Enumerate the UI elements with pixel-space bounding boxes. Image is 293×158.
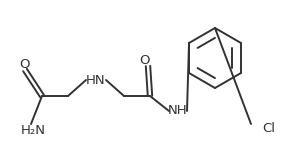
Text: Cl: Cl <box>262 122 275 134</box>
Text: H₂N: H₂N <box>21 124 46 137</box>
Text: O: O <box>140 54 150 67</box>
Text: O: O <box>19 58 29 70</box>
Text: NH: NH <box>168 104 188 118</box>
Text: HN: HN <box>86 73 106 86</box>
